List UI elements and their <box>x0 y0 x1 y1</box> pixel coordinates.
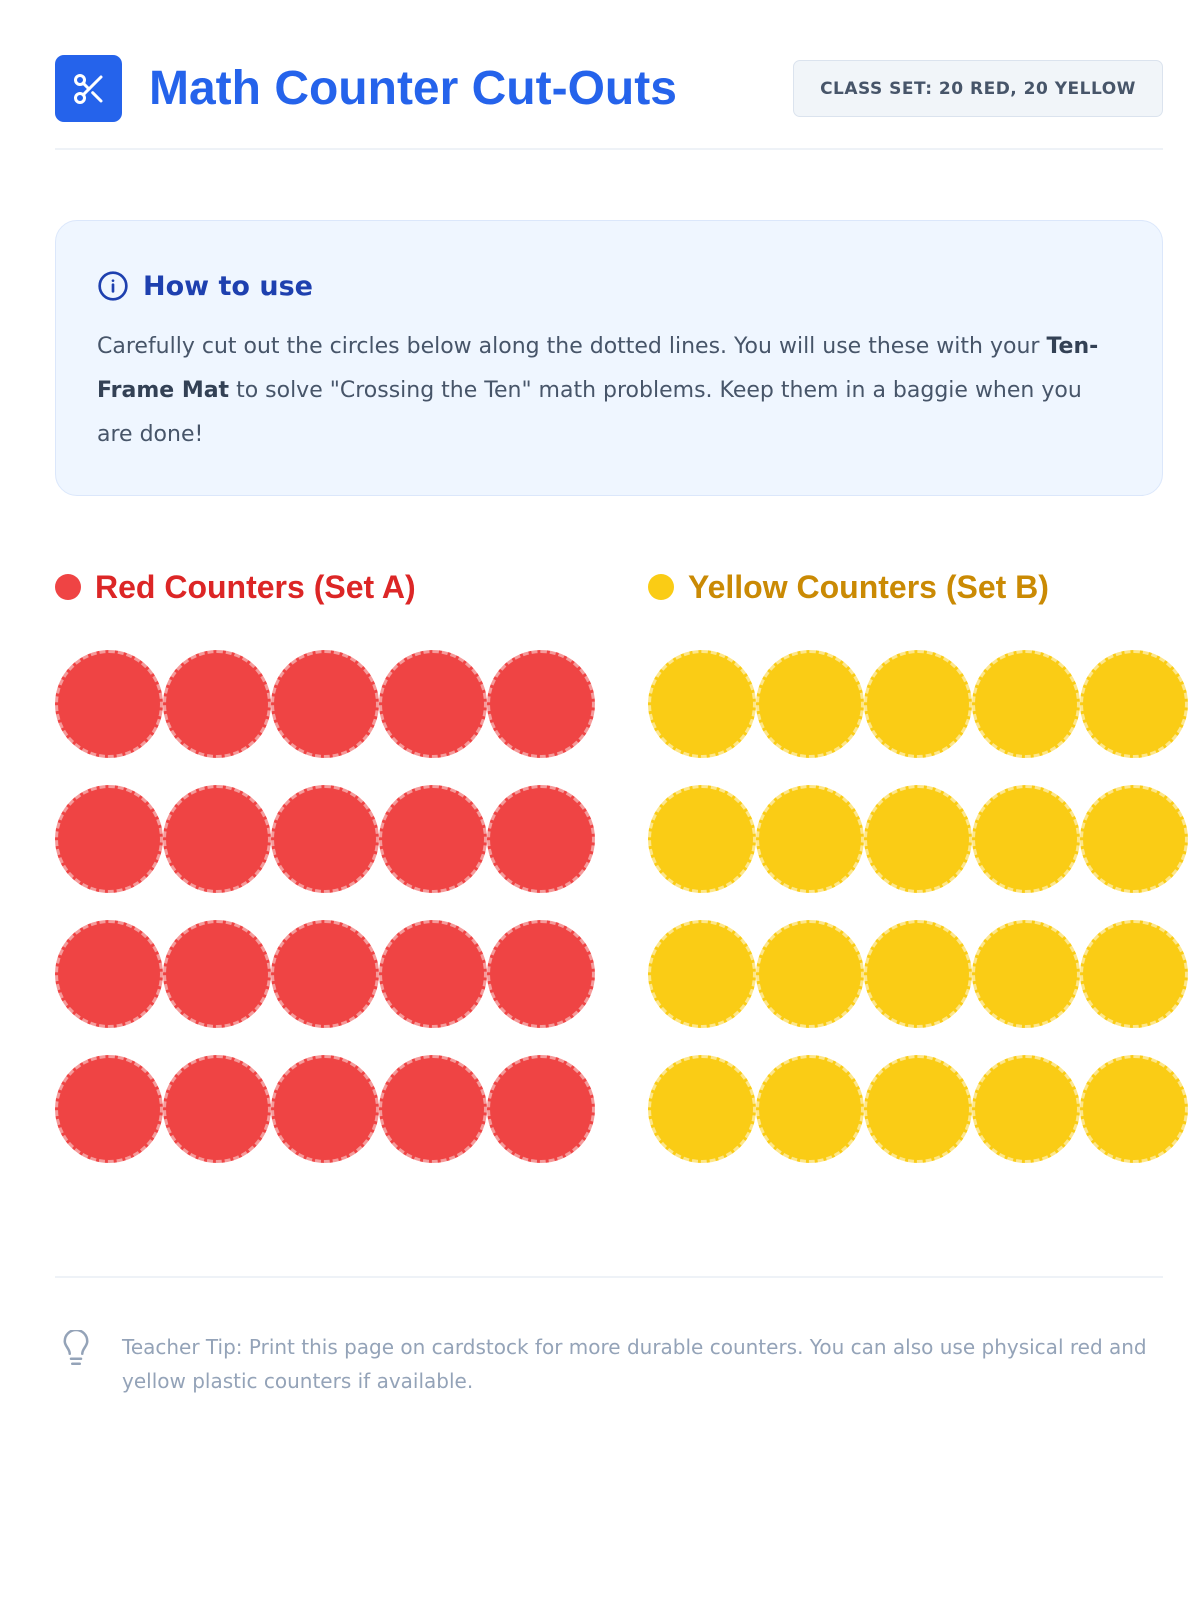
red-counter-circle <box>487 785 595 893</box>
yellow-counter-circle <box>972 785 1080 893</box>
yellow-counter-circle <box>648 1055 756 1163</box>
yellow-counter-circle <box>1080 1055 1188 1163</box>
yellow-counter-circle <box>648 650 756 758</box>
yellow-counters-grid <box>648 650 1188 1163</box>
red-counter-circle <box>271 650 379 758</box>
yellow-counter-circle <box>864 785 972 893</box>
red-counter-circle <box>487 650 595 758</box>
red-counters-section: Red Counters (Set A) <box>55 565 615 1163</box>
yellow-counter-circle <box>756 785 864 893</box>
yellow-counters-section: Yellow Counters (Set B) <box>648 565 1200 1163</box>
instructions-text-part-1: Carefully cut out the circles below alon… <box>97 334 1047 359</box>
red-counter-circle <box>379 1055 487 1163</box>
yellow-counter-circle <box>756 920 864 1028</box>
red-counter-circle <box>271 785 379 893</box>
red-counters-title: Red Counters (Set A) <box>95 568 416 605</box>
page-title: Math Counter Cut-Outs <box>149 62 677 115</box>
red-counters-grid <box>55 650 595 1163</box>
red-counters-heading: Red Counters (Set A) <box>55 565 615 609</box>
red-counter-circle <box>55 785 163 893</box>
how-to-use-text: Carefully cut out the circles below alon… <box>97 325 1107 457</box>
yellow-counter-circle <box>648 785 756 893</box>
yellow-counter-circle <box>864 1055 972 1163</box>
red-counter-circle <box>163 650 271 758</box>
yellow-counters-title: Yellow Counters (Set B) <box>688 568 1049 605</box>
yellow-counter-circle <box>972 920 1080 1028</box>
red-counter-circle <box>163 785 271 893</box>
yellow-counter-circle <box>1080 920 1188 1028</box>
scissors-icon <box>73 73 102 104</box>
yellow-counter-circle <box>972 650 1080 758</box>
yellow-counter-circle <box>864 920 972 1028</box>
header: Math Counter Cut-Outs CLASS SET: 20 RED,… <box>55 55 1163 150</box>
red-counter-circle <box>55 920 163 1028</box>
red-counter-circle <box>271 920 379 1028</box>
red-counter-circle <box>379 650 487 758</box>
yellow-counter-circle <box>756 650 864 758</box>
red-counter-circle <box>163 920 271 1028</box>
red-counter-circle <box>55 1055 163 1163</box>
red-counter-circle <box>163 1055 271 1163</box>
red-counter-circle <box>379 785 487 893</box>
info-icon <box>98 271 128 301</box>
teacher-tip-text: Teacher Tip: Print this page on cardstoc… <box>122 1335 1147 1393</box>
class-set-badge: CLASS SET: 20 RED, 20 YELLOW <box>793 60 1163 117</box>
instructions-text-part-2: to solve "Crossing the Ten" math problem… <box>97 378 1082 447</box>
how-to-use-box: How to use Carefully cut out the circles… <box>55 220 1163 496</box>
logo <box>55 55 122 122</box>
ten-frame-mat-text: Ten-Frame Mat <box>97 334 1099 403</box>
red-counter-circle <box>55 650 163 758</box>
yellow-counters-heading: Yellow Counters (Set B) <box>648 565 1200 609</box>
yellow-dot-icon <box>648 574 674 600</box>
yellow-counter-circle <box>756 1055 864 1163</box>
red-counter-circle <box>379 920 487 1028</box>
red-counter-circle <box>271 1055 379 1163</box>
how-to-use-title: How to use <box>143 270 313 302</box>
yellow-counter-circle <box>1080 785 1188 893</box>
lightbulb-icon <box>63 1330 89 1365</box>
footer: Teacher Tip: Print this page on cardstoc… <box>55 1276 1163 1393</box>
yellow-counter-circle <box>648 920 756 1028</box>
red-counter-circle <box>487 920 595 1028</box>
yellow-counter-circle <box>1080 650 1188 758</box>
yellow-counter-circle <box>972 1055 1080 1163</box>
red-dot-icon <box>55 574 81 600</box>
red-counter-circle <box>487 1055 595 1163</box>
how-to-use-header: How to use <box>97 266 313 306</box>
yellow-counter-circle <box>864 650 972 758</box>
